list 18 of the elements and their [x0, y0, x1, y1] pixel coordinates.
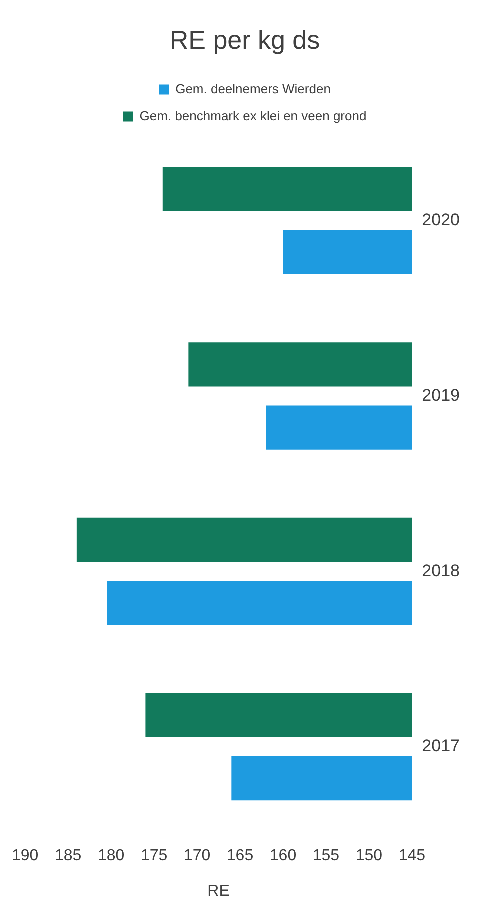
x-tick-label: 155 [312, 848, 340, 865]
x-tick-label: 160 [270, 848, 297, 865]
x-tick-label: 185 [54, 848, 82, 865]
y-tick-label: 2018 [422, 561, 460, 580]
y-tick-label: 2019 [422, 386, 460, 405]
y-tick-label: 2017 [422, 736, 460, 756]
x-tick-label: 180 [98, 848, 125, 865]
y-tick-label: 2020 [422, 210, 460, 230]
chart-title: RE per kg ds [170, 24, 320, 55]
legend-label: Gem. benchmark ex klei en veen grond [140, 108, 367, 124]
x-tick-label: 150 [356, 848, 383, 865]
x-tick-label: 170 [184, 848, 211, 865]
x-tick-label: 145 [398, 848, 426, 865]
legend-label: Gem. deelnemers Wierden [176, 81, 331, 96]
x-tick-label: 190 [12, 848, 39, 865]
x-tick-label: 175 [140, 848, 168, 865]
x-tick-label: 165 [226, 848, 254, 865]
x-axis-title: RE [208, 882, 230, 900]
